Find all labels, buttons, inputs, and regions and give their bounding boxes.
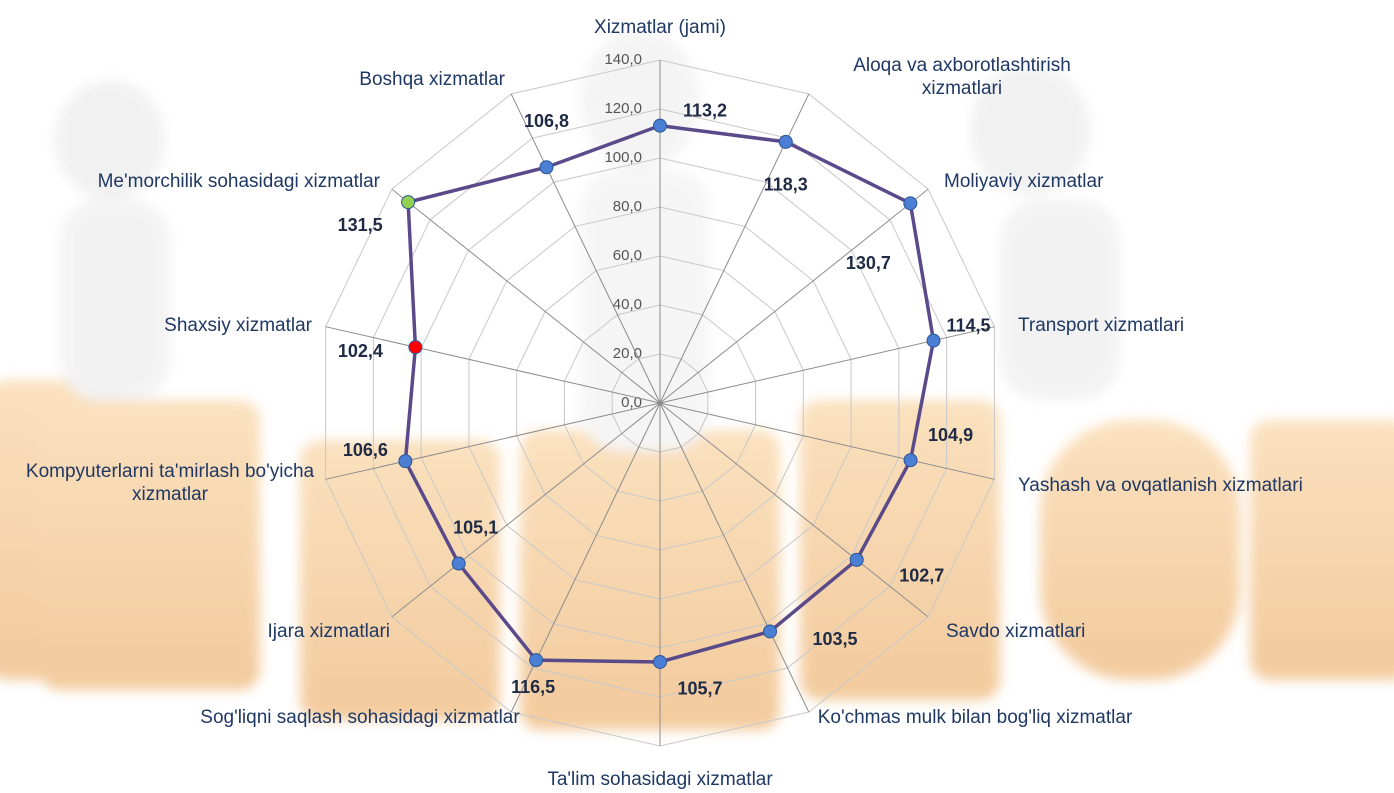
category-label: Me'morchilik sohasidagi xizmatlar xyxy=(97,171,380,192)
data-label: 131,5 xyxy=(338,215,383,235)
spoke xyxy=(659,402,929,618)
spoke xyxy=(659,326,995,404)
category-label: Aloqa va axborotlashtirish xizmatlari xyxy=(853,55,1071,99)
category-label: Boshqa xizmatlar xyxy=(359,69,505,90)
data-point xyxy=(653,118,667,133)
r-tick-label: 60,0 xyxy=(613,247,642,264)
data-label: 102,7 xyxy=(899,566,944,586)
data-point xyxy=(903,453,918,468)
data-point xyxy=(451,556,466,571)
data-label: 104,9 xyxy=(928,425,973,445)
data-point xyxy=(401,195,416,210)
data-point xyxy=(653,654,667,669)
r-tick-label: 80,0 xyxy=(613,198,642,215)
data-label: 105,7 xyxy=(677,679,722,699)
data-point xyxy=(849,552,864,567)
data-label: 105,1 xyxy=(453,517,498,537)
data-label: 103,5 xyxy=(812,629,857,649)
data-label: 114,5 xyxy=(946,315,990,335)
category-label: Shaxsiy xizmatlar xyxy=(164,315,312,336)
spoke xyxy=(659,188,929,404)
spoke xyxy=(325,402,661,480)
r-tick-label: 20,0 xyxy=(613,345,642,362)
data-point xyxy=(926,333,941,348)
category-label: Kompyuterlarni ta'mirlash bo'yicha xizma… xyxy=(25,461,315,505)
spoke xyxy=(391,188,661,404)
category-label: Xizmatlar (jami) xyxy=(594,17,726,38)
r-tick-label: 40,0 xyxy=(613,296,642,313)
data-point xyxy=(903,196,918,211)
category-label: Transport xizmatlari xyxy=(1018,315,1185,336)
data-point xyxy=(539,160,554,175)
category-label: Ko'chmas mulk bilan bog'liq xizmatlar xyxy=(817,707,1133,728)
r-tick-label: 100,0 xyxy=(604,149,642,166)
category-label: Savdo xizmatlari xyxy=(946,621,1086,642)
spoke xyxy=(325,326,661,404)
data-point xyxy=(398,454,413,469)
r-tick-label: 140,0 xyxy=(604,51,642,68)
category-label: Ta'lim sohasidagi xizmatlar xyxy=(547,769,773,790)
spoke xyxy=(659,402,995,480)
data-label: 113,2 xyxy=(683,100,727,120)
data-point xyxy=(408,340,423,355)
data-point xyxy=(778,134,793,149)
spoke xyxy=(510,93,661,404)
category-label: Sog'liqni saqlash sohasidagi xizmatlar xyxy=(200,707,520,728)
data-label: 106,8 xyxy=(524,111,569,131)
data-label: 116,5 xyxy=(511,677,555,697)
data-point xyxy=(529,653,544,668)
category-label: Moliyaviy xizmatlar xyxy=(944,171,1104,192)
category-label: Yashash va ovqatlanish xizmatlari xyxy=(1018,475,1303,496)
spoke xyxy=(391,402,661,618)
r-tick-label: 0,0 xyxy=(621,394,642,411)
series-line xyxy=(403,123,936,664)
spoke xyxy=(659,402,810,713)
r-tick-label: 120,0 xyxy=(604,100,642,117)
data-point xyxy=(763,624,778,639)
data-label: 106,6 xyxy=(343,440,388,460)
data-label: 102,4 xyxy=(338,341,383,361)
data-label: 130,7 xyxy=(846,253,891,273)
data-label: 118,3 xyxy=(764,175,808,195)
category-label: Ijara xizmatlari xyxy=(267,621,390,642)
